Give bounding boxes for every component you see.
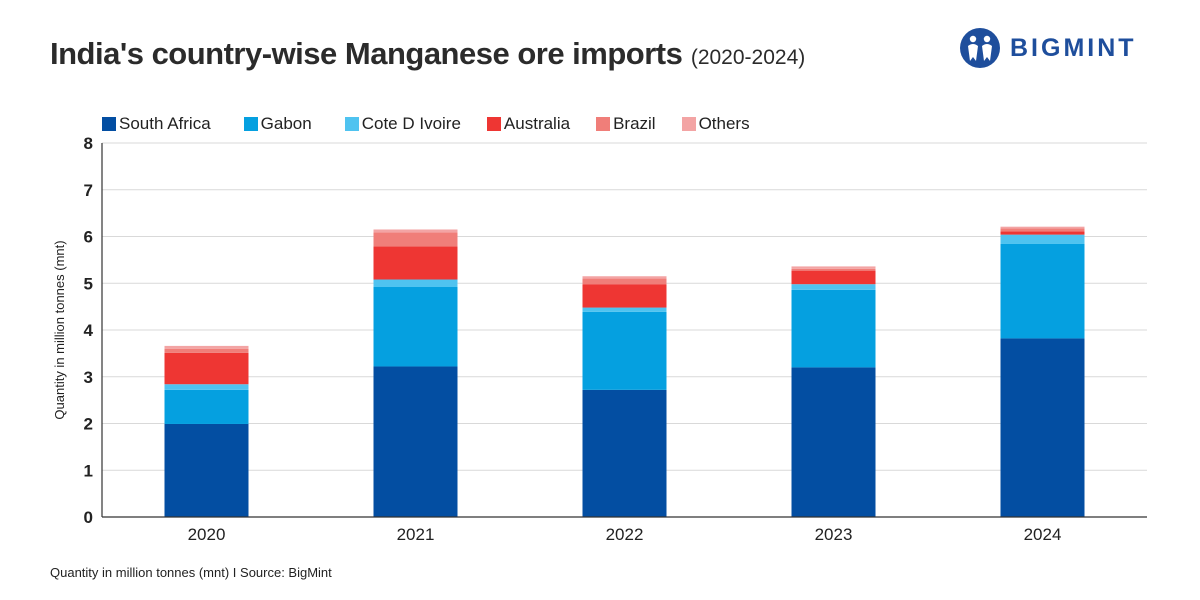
bar-segment-brazil <box>1000 228 1085 232</box>
y-tick-label: 8 <box>84 134 93 153</box>
bar-segment-cote-d-ivoire <box>791 284 876 290</box>
bar-segment-gabon <box>164 389 249 424</box>
bar-segment-gabon <box>582 311 667 390</box>
bigmint-logo: BIGMINT <box>958 26 1137 70</box>
bigmint-logo-icon <box>960 28 1000 68</box>
legend-label: Gabon <box>260 114 312 133</box>
bar-segment-cote-d-ivoire <box>1000 234 1085 244</box>
bar-segment-gabon <box>373 286 458 367</box>
chart-legend: South Africa Gabon Cote D Ivoire Australia B… <box>102 114 750 134</box>
bar-segment-brazil <box>791 268 876 271</box>
source-note: Quantity in million tonnes (mnt) I Sourc… <box>50 565 332 580</box>
chart-subtitle: (2020-2024) <box>690 46 806 69</box>
bar-segment-gabon <box>1000 243 1085 339</box>
legend-label: South Africa <box>119 114 211 133</box>
bar-segment-south-africa <box>373 366 458 517</box>
legend-swatch <box>486 117 501 131</box>
legend-item: South Africa <box>102 114 211 134</box>
y-tick-label: 3 <box>84 368 93 387</box>
bar-segment-brazil <box>582 278 667 285</box>
bar-segment-others <box>1000 226 1085 229</box>
legend-label: Australia <box>503 114 571 133</box>
legend-swatch <box>102 117 116 131</box>
legend-swatch <box>596 117 611 131</box>
bar-segment-australia <box>164 352 249 385</box>
bar-segment-cote-d-ivoire <box>164 384 249 390</box>
page-title: India's country-wise Manganese ore impor… <box>50 36 805 72</box>
y-tick-label: 5 <box>84 274 93 293</box>
y-tick-label: 1 <box>84 461 93 480</box>
legend-item: Gabon <box>243 114 312 134</box>
y-tick-label: 0 <box>84 508 93 527</box>
bar-segment-australia <box>373 246 458 280</box>
bar-segment-south-africa <box>791 367 876 517</box>
bar-segment-brazil <box>373 232 458 247</box>
x-tick-label: 2021 <box>397 525 435 544</box>
bar-segment-brazil <box>164 348 249 353</box>
y-tick-label: 2 <box>84 415 93 434</box>
legend-item: Others <box>681 114 750 134</box>
x-tick-label: 2022 <box>606 525 644 544</box>
bar-segment-cote-d-ivoire <box>373 279 458 287</box>
bar-segment-australia <box>1000 231 1085 235</box>
y-tick-label: 4 <box>84 321 94 340</box>
bar-segment-others <box>373 229 458 233</box>
legend-swatch <box>344 117 359 131</box>
bar-segment-gabon <box>791 289 876 368</box>
legend-item: Australia <box>486 114 571 134</box>
legend-label: Others <box>698 114 750 133</box>
legend-swatch <box>681 117 696 131</box>
x-tick-label: 2024 <box>1024 525 1062 544</box>
legend-label: Brazil <box>613 114 656 133</box>
bar-segment-south-africa <box>582 389 667 517</box>
bar-segment-australia <box>791 270 876 285</box>
bar-segment-others <box>164 345 249 349</box>
y-tick-label: 6 <box>84 228 93 247</box>
legend-swatch <box>243 117 258 131</box>
logo-text: BIGMINT <box>1010 33 1137 62</box>
legend-item: Brazil <box>596 114 656 134</box>
bar-segment-others <box>791 266 876 269</box>
y-axis-title: Quantity in million tonnes (mnt) <box>52 240 67 419</box>
legend-label: Cote D Ivoire <box>361 114 461 133</box>
x-tick-label: 2020 <box>188 525 226 544</box>
x-tick-label: 2023 <box>815 525 853 544</box>
bar-segment-cote-d-ivoire <box>582 307 667 312</box>
bar-segment-south-africa <box>164 423 249 517</box>
legend-item: Cote D Ivoire <box>344 114 461 134</box>
y-tick-label: 7 <box>84 181 93 200</box>
bar-segment-south-africa <box>1000 338 1085 517</box>
bar-segment-australia <box>582 284 667 308</box>
bar-segment-others <box>582 276 667 279</box>
chart-title: India's country-wise Manganese ore impor… <box>50 36 683 71</box>
